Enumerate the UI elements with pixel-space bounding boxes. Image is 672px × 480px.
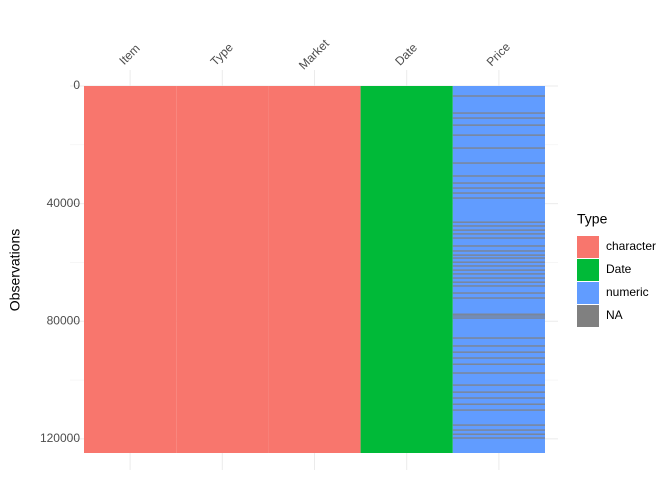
na-row <box>452 175 545 177</box>
na-row <box>452 162 545 164</box>
y-tick-label: 0 <box>73 78 80 92</box>
y-tick-label: 120000 <box>40 431 80 445</box>
na-row <box>452 429 545 431</box>
na-row <box>452 372 545 374</box>
column-label: Date <box>392 40 420 68</box>
na-row <box>452 221 545 223</box>
column-cell <box>84 86 177 453</box>
na-row <box>452 397 545 399</box>
na-row <box>452 345 545 347</box>
na-row <box>452 315 545 317</box>
na-row <box>452 192 545 194</box>
na-row <box>452 292 545 294</box>
legend-label: Date <box>606 262 632 276</box>
na-row <box>452 391 545 393</box>
na-row <box>452 437 545 439</box>
na-row <box>452 187 545 189</box>
legend-title: Type <box>577 211 608 227</box>
na-row <box>452 147 545 149</box>
na-row <box>452 384 545 386</box>
column-cell <box>360 86 453 453</box>
legend-label: character <box>606 239 656 253</box>
na-row <box>452 124 545 126</box>
column-label: Price <box>484 40 513 69</box>
na-row <box>452 134 545 136</box>
na-row <box>452 237 545 239</box>
na-row <box>452 197 545 199</box>
na-row <box>452 254 545 256</box>
legend-key <box>577 305 599 327</box>
na-row <box>452 269 545 271</box>
na-row <box>452 281 545 283</box>
na-row <box>452 265 545 267</box>
column-label: Market <box>296 36 332 72</box>
na-row <box>452 112 545 114</box>
na-row <box>452 285 545 287</box>
legend-key <box>577 259 599 281</box>
na-row <box>452 277 545 279</box>
na-row <box>452 433 545 435</box>
legend-key <box>577 236 599 258</box>
na-row <box>452 261 545 263</box>
column-cell <box>268 86 361 453</box>
na-row <box>452 337 545 339</box>
na-row <box>452 357 545 359</box>
na-row <box>452 313 545 315</box>
na-row <box>452 403 545 405</box>
legend-key <box>577 282 599 304</box>
na-row <box>452 317 545 319</box>
column-label: Item <box>116 41 142 67</box>
na-row <box>452 409 545 411</box>
na-row <box>452 250 545 252</box>
na-row <box>452 95 545 97</box>
na-row <box>452 229 545 231</box>
na-row <box>452 182 545 184</box>
y-axis-title: Observations <box>7 229 23 311</box>
na-row <box>452 351 545 353</box>
na-row <box>452 245 545 247</box>
na-row <box>452 363 545 365</box>
na-row <box>452 273 545 275</box>
column-label: Type <box>208 40 237 69</box>
na-row <box>452 424 545 426</box>
na-row <box>452 225 545 227</box>
na-row <box>452 117 545 119</box>
column-cell <box>176 86 269 453</box>
y-tick-label: 40000 <box>47 196 81 210</box>
legend-label: numeric <box>606 285 649 299</box>
na-row <box>452 297 545 299</box>
na-row <box>452 233 545 235</box>
y-tick-label: 80000 <box>47 313 81 327</box>
na-row <box>452 257 545 259</box>
legend-label: NA <box>606 308 623 322</box>
